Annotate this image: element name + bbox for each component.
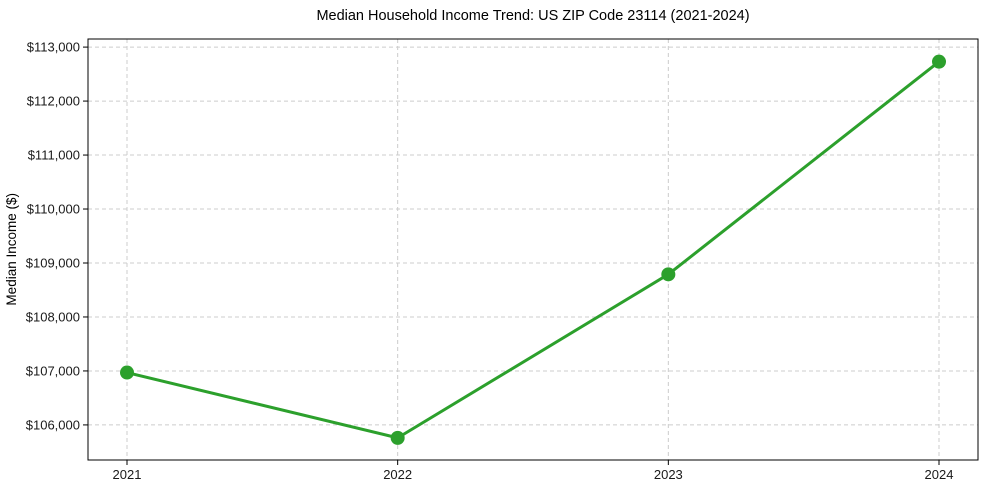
data-point [120, 365, 134, 380]
y-tick-label: $111,000 [28, 148, 80, 163]
x-tick-label: 2024 [925, 467, 954, 482]
x-tick-label: 2022 [383, 467, 412, 482]
y-tick-label: $107,000 [26, 363, 80, 378]
chart-title: Median Household Income Trend: US ZIP Co… [316, 8, 750, 24]
data-point [390, 430, 405, 445]
y-tick-label: $110,000 [27, 202, 80, 217]
plot-border [87, 38, 979, 461]
x-tick-label: 2023 [654, 467, 683, 482]
y-tick-label: $108,000 [26, 309, 80, 324]
x-tick-label: 2021 [113, 467, 142, 482]
y-tick-label: $112,000 [27, 94, 80, 109]
data-point [661, 267, 676, 282]
trend-line [125, 60, 941, 440]
y-tick-label: $109,000 [26, 255, 80, 270]
data-point [932, 54, 946, 69]
y-tick-label: $106,000 [26, 417, 80, 432]
y-tick-label: $113,000 [27, 40, 80, 55]
